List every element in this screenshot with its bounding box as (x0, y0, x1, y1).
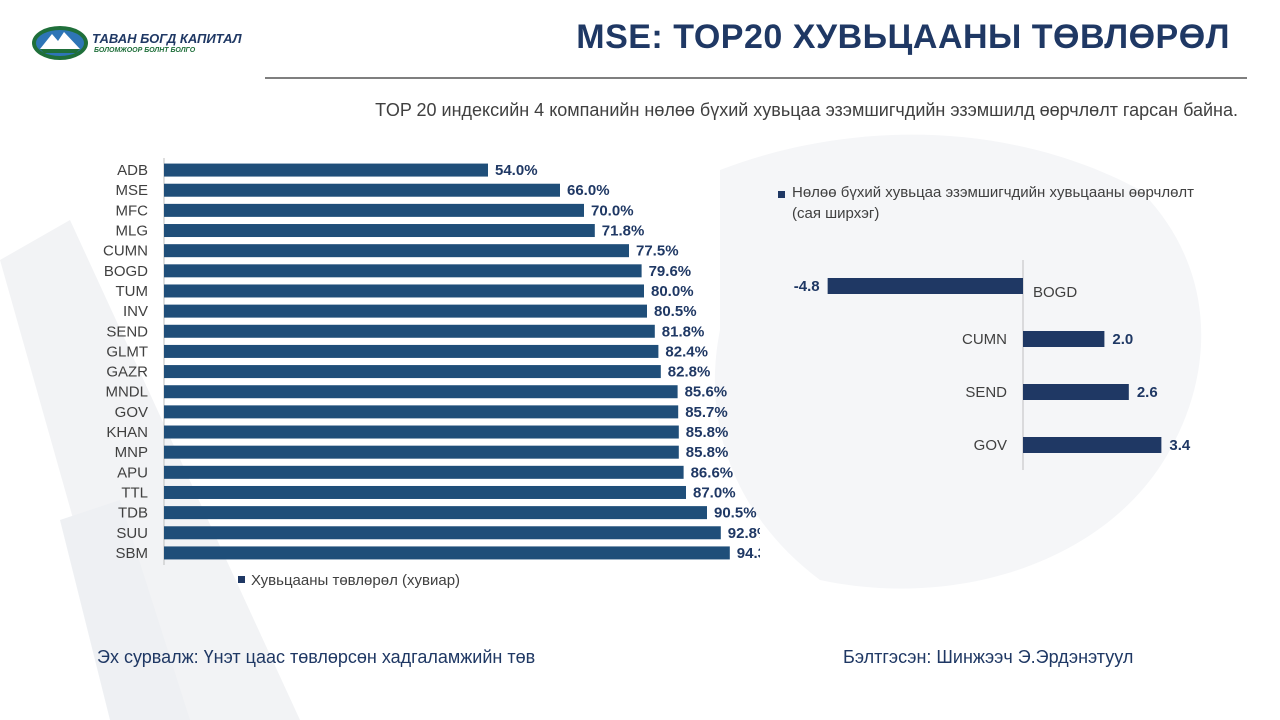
category-label: TTL (121, 484, 148, 501)
data-label: 80.5% (654, 303, 697, 320)
bar (164, 344, 659, 358)
bar (164, 324, 655, 338)
bar (164, 224, 595, 238)
bar (164, 425, 679, 439)
left-legend-label: Хувьцааны төвлөрөл (хувиар) (251, 572, 461, 589)
data-label: 2.6 (1137, 384, 1158, 401)
data-label: 80.0% (651, 283, 694, 300)
data-label: 94.3% (737, 545, 760, 562)
bar (164, 526, 721, 540)
bar (164, 264, 642, 278)
left-chart-legend: Хувьцааны төвлөрөл (хувиар) (238, 570, 460, 591)
category-label: SEND (965, 384, 1007, 401)
category-label: ADB (117, 162, 148, 179)
data-label: 3.4 (1169, 437, 1191, 454)
company-logo: ТАВАН БОГД КАПИТАЛ БОЛОМЖООР БОЛНТ БОЛГО (30, 22, 242, 64)
bar (164, 385, 678, 399)
bar (164, 284, 644, 298)
category-label: MFC (116, 202, 149, 219)
right-chart-legend: Нөлөө бүхий хувьцаа эзэмшигчдийн хувьцаа… (778, 182, 1208, 224)
data-label: 81.8% (662, 323, 705, 340)
bar (164, 183, 560, 197)
data-label: 79.6% (649, 263, 692, 280)
category-label: GOV (974, 437, 1007, 454)
page-title: MSE: TOP20 ХУВЬЦААНЫ ТӨВЛӨРӨЛ (576, 18, 1230, 56)
data-label: 85.7% (685, 404, 728, 421)
bar (827, 278, 1023, 294)
data-label: 90.5% (714, 505, 757, 522)
category-label: MNDL (105, 384, 148, 401)
bar (164, 365, 661, 379)
category-label: KHAN (106, 424, 148, 441)
logo-name: ТАВАН БОГД КАПИТАЛ (92, 31, 242, 46)
bar (164, 405, 679, 419)
data-label: 85.6% (685, 384, 728, 401)
bar (164, 465, 684, 479)
category-label: SUU (116, 525, 148, 542)
bar (164, 445, 679, 459)
bar (164, 203, 584, 217)
category-label: MLG (115, 223, 148, 240)
bar (1023, 331, 1105, 347)
logo-mark-icon (32, 26, 88, 60)
data-label: 82.8% (668, 364, 711, 381)
bar (164, 485, 686, 499)
data-label: 2.0 (1112, 331, 1133, 348)
data-label: -4.8 (794, 278, 820, 295)
category-label: TUM (116, 283, 149, 300)
category-label: TDB (118, 505, 148, 522)
category-label: CUMN (103, 243, 148, 260)
data-label: 70.0% (591, 202, 634, 219)
holding-change-bar-chart: BOGD -4.8 CUMN 2.0 SEND 2.6 GOV 3.4 (794, 260, 1191, 470)
category-label: GAZR (106, 364, 148, 381)
bar (1023, 384, 1129, 400)
bar (1023, 437, 1162, 453)
logo-tagline: БОЛОМЖООР БОЛНТ БОЛГО (94, 47, 196, 54)
category-label: BOGD (104, 263, 148, 280)
data-label: 66.0% (567, 182, 610, 199)
data-label: 87.0% (693, 484, 736, 501)
category-label: CUMN (962, 331, 1007, 348)
data-label: 86.6% (691, 464, 734, 481)
data-label: 92.8% (728, 525, 760, 542)
data-label: 77.5% (636, 243, 679, 260)
source-note: Эх сурвалж: Үнэт цаас төвлөрсөн хадгалам… (97, 647, 536, 667)
right-legend-label: Нөлөө бүхий хувьцаа эзэмшигчдийн хувьцаа… (792, 184, 1195, 222)
bar (164, 546, 730, 560)
category-label: SBM (115, 545, 148, 562)
concentration-bar-chart: ADB 54.0% MSE 66.0% MFC 70.0% MLG 71.8% CUMN 77.5… (103, 158, 760, 565)
legend-swatch (238, 575, 245, 583)
legend-swatch (778, 191, 785, 198)
bar (164, 163, 488, 177)
category-label: MNP (115, 444, 148, 461)
bar (164, 304, 647, 318)
category-label: INV (123, 303, 148, 320)
category-label: APU (117, 464, 148, 481)
category-label: MSE (115, 182, 148, 199)
data-label: 82.4% (665, 343, 708, 360)
data-label: 85.8% (686, 424, 729, 441)
title-divider (265, 77, 1247, 79)
data-label: 85.8% (686, 444, 729, 461)
data-label: 54.0% (495, 162, 538, 179)
page-subtitle: TOP 20 индексийн 4 компанийн нөлөө бүхий… (375, 100, 1238, 120)
category-label: GLMT (106, 343, 148, 360)
category-label: BOGD (1033, 284, 1077, 301)
category-label: SEND (106, 323, 148, 340)
bar (164, 506, 707, 520)
prepared-by-note: Бэлтгэсэн: Шинжээч Э.Эрдэнэтуул (843, 647, 1134, 667)
bar (164, 244, 629, 258)
data-label: 71.8% (602, 223, 645, 240)
category-label: GOV (115, 404, 148, 421)
